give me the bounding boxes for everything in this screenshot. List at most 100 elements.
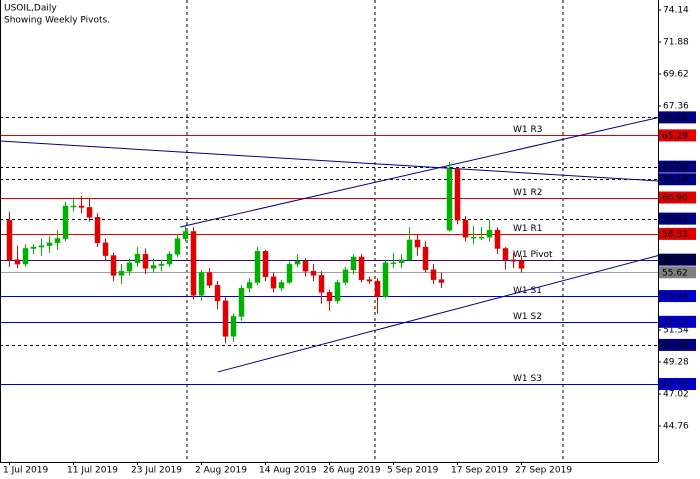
x-tick-label: 2 Aug 2019 (195, 466, 247, 476)
level-price-box (659, 253, 696, 266)
candle-body (414, 239, 421, 248)
level-price-label: 60.90 (662, 194, 688, 204)
level-price-box (659, 227, 696, 240)
x-tick-label: 27 Sep 2019 (515, 466, 572, 476)
level-name: W1 S3 (513, 374, 542, 384)
candle-body (310, 270, 317, 276)
level-price-label: 55.62 (662, 268, 688, 278)
candle-body (438, 279, 445, 283)
candle-body (302, 260, 309, 272)
level-price-label: 56.51 (662, 256, 688, 266)
level-price-label: 47.73 (662, 380, 688, 390)
candle-body (502, 248, 509, 261)
candle-body (510, 259, 517, 262)
candle-body (262, 251, 269, 278)
level-price-box (659, 338, 696, 351)
candle-body (358, 256, 365, 280)
candle-body (182, 231, 189, 239)
candle-body (38, 245, 45, 248)
candle-body (118, 270, 125, 276)
level-name: W1 R2 (513, 188, 542, 198)
candle-body (398, 259, 405, 263)
candle-body (382, 262, 389, 297)
y-tick-label: 74.14 (663, 6, 689, 16)
y-tick-label: 47.02 (663, 390, 689, 400)
candle-body (270, 276, 277, 289)
level-name: W1 Pivot (513, 250, 553, 260)
candle-body (326, 292, 333, 302)
y-tick-label: 71.88 (663, 38, 689, 48)
y-tick-label: 67.36 (663, 102, 689, 112)
trendline (180, 116, 661, 228)
candle-body (6, 219, 13, 261)
candle-body (318, 275, 325, 293)
candle-body (134, 253, 141, 263)
candle-body (278, 282, 285, 289)
chart-title: USOIL,Daily (4, 4, 57, 14)
candle-body (78, 205, 85, 208)
level-name: W1 R3 (513, 125, 542, 135)
candle-body (470, 236, 477, 239)
trendline (0, 140, 661, 182)
candle-body (350, 256, 357, 270)
level-price-box (659, 160, 696, 173)
candle-body (14, 259, 21, 265)
level-price-box (659, 290, 696, 303)
candle-body (54, 238, 61, 244)
candle-body (422, 246, 429, 270)
candle-body (158, 263, 165, 266)
x-tick-label: 5 Sep 2019 (387, 466, 439, 476)
candle-body (334, 282, 341, 302)
candle-body (86, 207, 93, 218)
candle-body (486, 229, 493, 238)
y-tick-label: 44.76 (663, 422, 689, 432)
level-price-label: 58.33 (662, 230, 688, 240)
level-name: W1 S1 (513, 286, 542, 296)
candle-body (494, 229, 501, 249)
trendline (217, 254, 661, 373)
x-tick-label: 26 Aug 2019 (323, 466, 381, 476)
candle-body (374, 280, 381, 297)
level-price-box (659, 129, 696, 142)
candle-body (22, 248, 29, 265)
candle-body (254, 251, 261, 283)
level-price-label: 63.08 (662, 163, 688, 173)
candle-body (454, 168, 461, 221)
x-tick-label: 17 Sep 2019 (451, 466, 508, 476)
x-tick-label: 23 Jul 2019 (131, 466, 182, 476)
candle-body (446, 168, 453, 231)
level-price-box (659, 173, 696, 186)
candle-body (518, 260, 525, 269)
candle-body (222, 300, 229, 337)
x-tick-label: 11 Jul 2019 (67, 466, 118, 476)
y-tick-label: 49.28 (663, 358, 689, 368)
candle-body (102, 242, 109, 256)
candle-body (430, 269, 437, 280)
level-name: W1 S2 (513, 312, 542, 322)
level-price-label: 66.56 (662, 113, 688, 123)
candle-body (366, 279, 373, 282)
candle-body (150, 265, 157, 269)
level-price-label: 65.29 (662, 131, 688, 141)
candle-body (174, 238, 181, 255)
level-price-box (659, 212, 696, 225)
candle-body (390, 262, 397, 264)
candle-body (198, 272, 205, 296)
level-price-box (659, 377, 696, 390)
candle-body (206, 272, 213, 286)
level-price-label: 62.19 (662, 175, 688, 185)
x-axis-panel (0, 462, 700, 479)
level-price-box (659, 315, 696, 328)
candle-body (462, 219, 469, 238)
candle-body (142, 253, 149, 269)
candle-body (30, 246, 37, 249)
level-price-box (659, 111, 696, 124)
candle-body (62, 205, 69, 239)
candle-body (246, 282, 253, 289)
candle-body (190, 231, 197, 296)
candle-body (342, 269, 349, 283)
candle-body (478, 236, 485, 239)
